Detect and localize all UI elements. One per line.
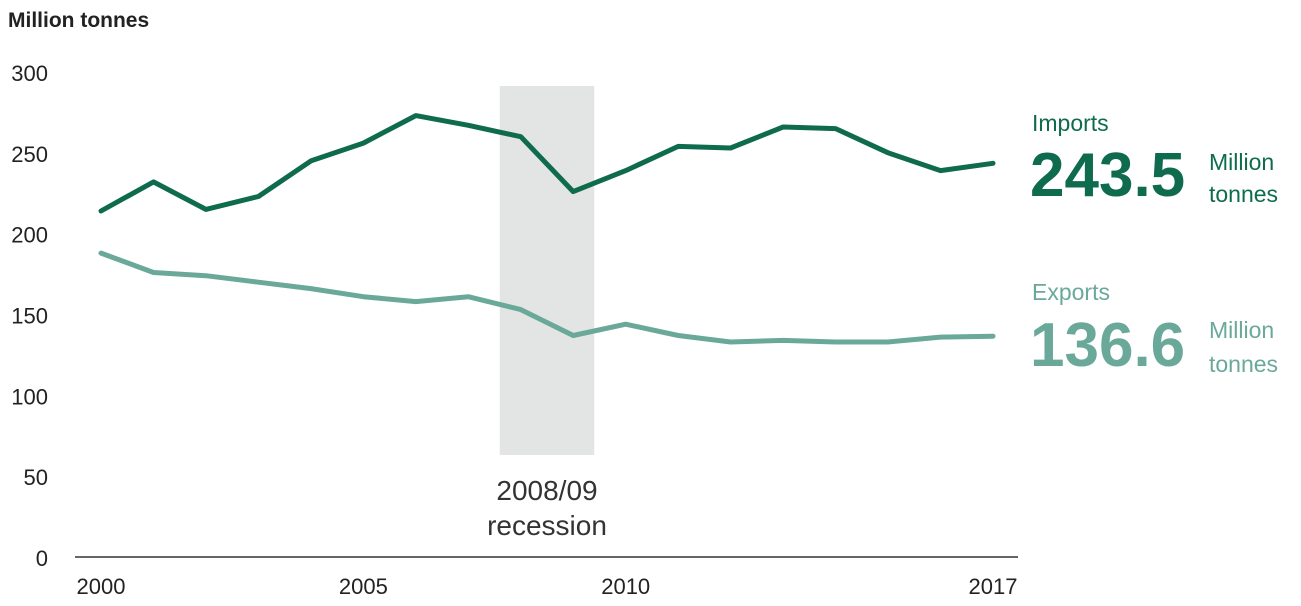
series-line-exports — [98, 250, 996, 345]
x-tick-label: 2005 — [339, 574, 388, 599]
legend-name-exports: Exports — [1032, 279, 1110, 305]
legend-value-imports: 243.5 — [1030, 141, 1185, 210]
series-layer — [98, 113, 996, 345]
y-tick-label: 50 — [24, 465, 48, 490]
recession-band — [499, 86, 595, 455]
recession-band-layer: 2008/09 recession — [487, 86, 607, 541]
y-axis-title: Million tonnes — [8, 9, 149, 32]
y-tick-label: 250 — [11, 142, 48, 167]
y-tick-label: 150 — [11, 304, 48, 329]
legend-unit-line1-imports: Million — [1209, 149, 1274, 175]
x-tick-label: 2017 — [969, 574, 1018, 599]
legend-layer: Imports 243.5 Million tonnes Exports 136.6 Mil… — [1030, 110, 1278, 380]
x-tick-label: 2000 — [77, 574, 126, 599]
legend-value-exports: 136.6 — [1030, 311, 1185, 380]
y-tick-label: 300 — [11, 61, 48, 86]
recession-label-line1: 2008/09 — [496, 475, 597, 506]
y-tick-label: 0 — [36, 546, 48, 571]
series-line-imports — [98, 113, 996, 214]
legend-name-imports: Imports — [1032, 110, 1109, 136]
x-tick-label: 2010 — [601, 574, 650, 599]
y-tick-label: 200 — [11, 223, 48, 248]
recession-label-line2: recession — [487, 510, 607, 541]
legend-unit-line1-exports: Million — [1209, 317, 1274, 343]
axis-layer: Million tonnes 0 50 100 150 200 250 300 2000 2005… — [8, 9, 1018, 599]
legend-unit-line2-imports: tonnes — [1209, 181, 1278, 207]
y-tick-label: 100 — [11, 384, 48, 409]
legend-unit-line2-exports: tonnes — [1209, 351, 1278, 377]
